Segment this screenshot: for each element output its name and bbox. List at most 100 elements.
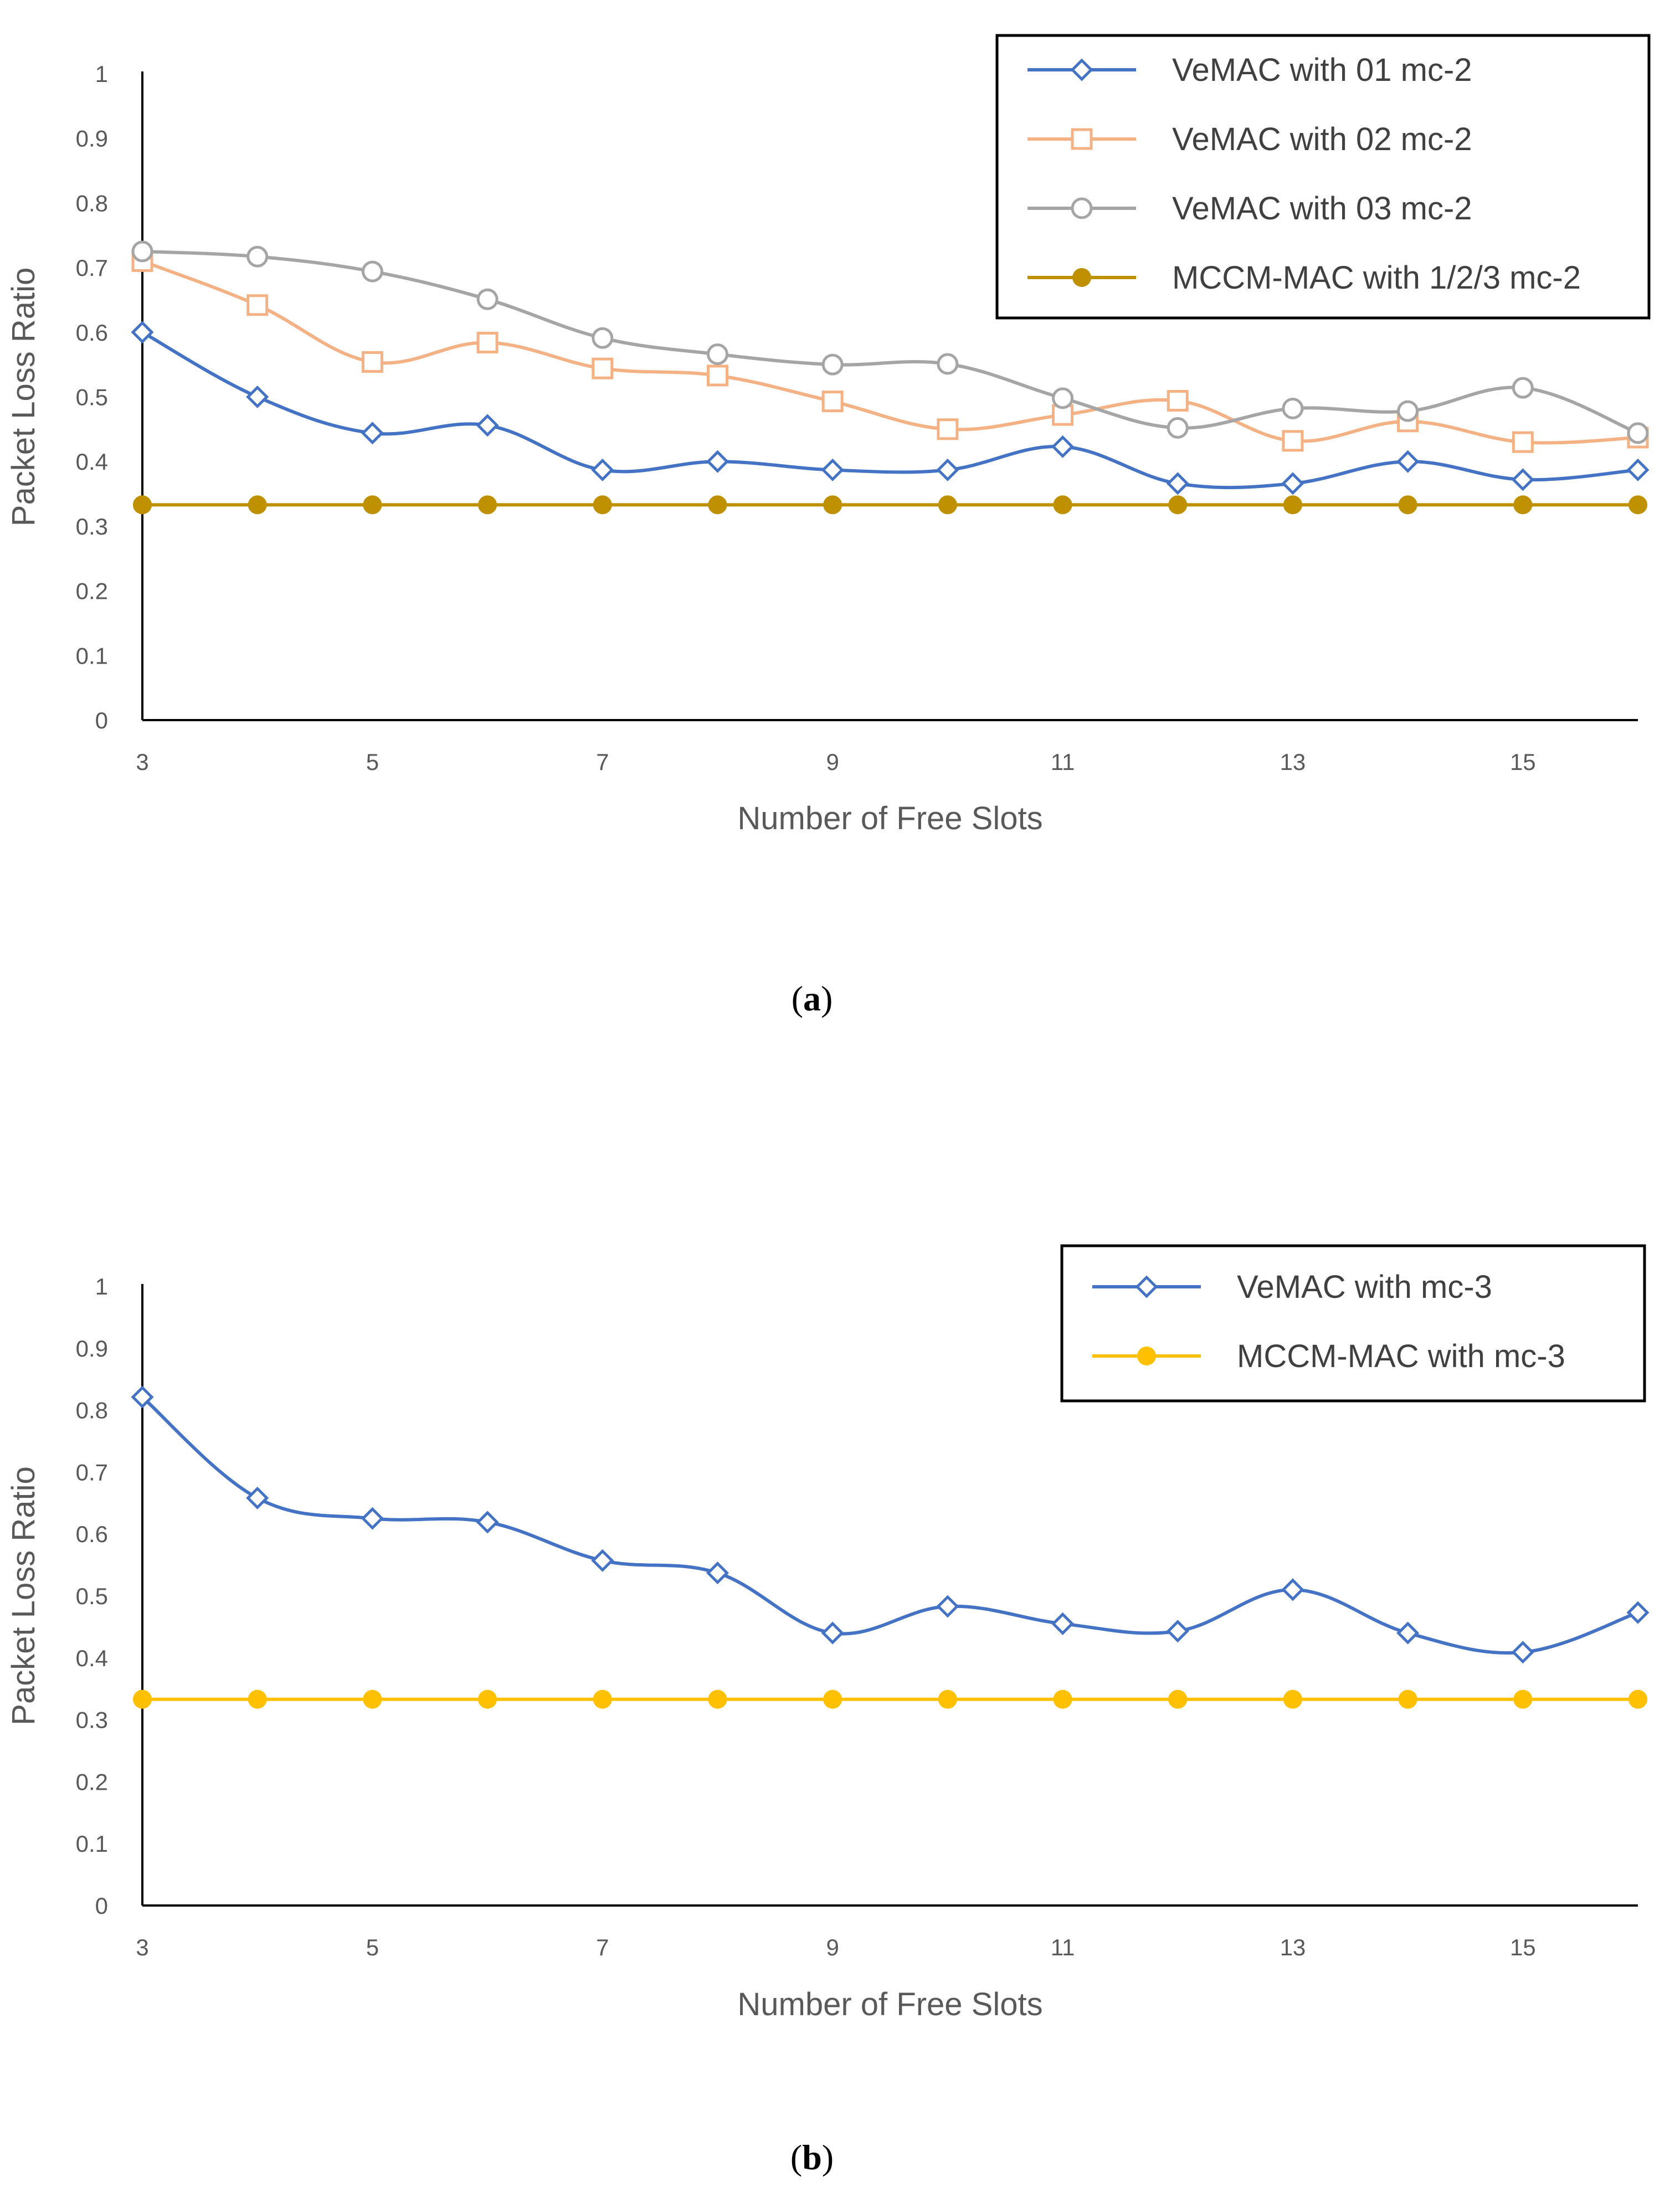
- panel-a-data-point-series-1: [706, 450, 729, 473]
- panel-a-data-point-series-3: [937, 353, 959, 375]
- panel-b-y-tick-label: 0.2: [76, 1769, 108, 1795]
- panel-a-y-tick-label: 0.5: [76, 384, 108, 410]
- panel-b-x-tick-label: 15: [1510, 1934, 1536, 1960]
- panel-a-legend-swatch-marker-4: [1072, 268, 1091, 287]
- panel-a-data-point-series-1: [1166, 472, 1189, 495]
- panel-a-data-point-series-1: [1051, 435, 1075, 458]
- panel-a-data-point-series-4: [133, 495, 152, 515]
- panel-a-data-point-series-4: [708, 495, 727, 515]
- panel-b-data-point-series-2: [478, 1689, 497, 1709]
- panel-a-x-axis-title: Number of Free Slots: [737, 800, 1042, 836]
- panel-a-data-point-series-3: [1397, 400, 1419, 422]
- panel-a-data-point-series-3: [1052, 387, 1074, 409]
- panel-a-data-point-series-4: [1168, 495, 1188, 515]
- panel-a-data-point-series-3: [1282, 398, 1304, 420]
- panel-b-y-tick-label: 0.1: [76, 1831, 108, 1857]
- panel-a-x-tick-label: 3: [136, 749, 148, 775]
- panel-b-data-point-series-1: [131, 1385, 154, 1409]
- panel-a-data-point-series-1: [1511, 468, 1534, 491]
- panel-a-data-point-series-3: [1627, 422, 1649, 444]
- panel-a-y-tick-label: 1: [95, 61, 108, 87]
- panel-b-data-point-series-2: [1168, 1689, 1188, 1709]
- panel-b-y-tick-label: 0.7: [76, 1459, 108, 1485]
- panel-a-data-point-series-1: [246, 385, 269, 409]
- panel-b-y-tick-label: 0.4: [76, 1645, 108, 1671]
- panel-a-data-point-series-2: [476, 331, 499, 353]
- panel-a-data-point-series-2: [706, 364, 728, 387]
- panel-b-data-point-series-1: [1281, 1578, 1304, 1601]
- panel-a-data-point-series-2: [246, 294, 269, 316]
- panel-a-data-point-series-4: [1398, 495, 1417, 515]
- panel-a-data-point-series-4: [1628, 495, 1647, 515]
- panel-a-data-point-series-3: [706, 343, 728, 365]
- panel-b-series-line-1: [141, 1395, 1638, 1655]
- panel-a-x-tick-label: 5: [366, 749, 379, 775]
- panel-a-y-tick-label: 0: [95, 707, 108, 733]
- panel-b-y-tick-label: 0.9: [76, 1336, 108, 1362]
- panel-b-data-point-series-1: [246, 1486, 269, 1509]
- panel-b-data-point-series-2: [823, 1689, 842, 1709]
- panel-a-y-tick-label: 0.7: [76, 255, 108, 281]
- panel-b-data-point-series-2: [1283, 1689, 1302, 1709]
- panel-a-legend-swatch-marker-2: [1071, 128, 1093, 150]
- panel-b-x-axis-title: Number of Free Slots: [737, 1986, 1042, 2022]
- panel-a-x-tick-label: 13: [1280, 749, 1306, 775]
- panel-b-y-tick-label: 0: [95, 1893, 108, 1919]
- panel-a-data-point-series-4: [1513, 495, 1533, 515]
- panel-a-data-point-series-2: [1167, 390, 1189, 412]
- panel-b-x-tick-label: 5: [366, 1934, 379, 1960]
- panel-b-y-tick-label: 0.8: [76, 1398, 108, 1424]
- panel-b-data-point-series-1: [1051, 1612, 1075, 1635]
- chart-panel-a: 00.10.20.30.40.50.60.70.80.913 5 7 9 11 13 15N…: [6, 34, 1651, 836]
- panel-b-x-tick-label: 11: [1051, 1934, 1075, 1960]
- chart-panel-b: 00.10.20.30.40.50.60.70.80.913 5 7 9 11 13 15N…: [6, 1244, 1650, 2022]
- panel-b-data-point-series-2: [1053, 1689, 1072, 1709]
- panel-a-data-point-series-3: [592, 327, 614, 349]
- panel-b-x-tick-label: 13: [1280, 1934, 1306, 1960]
- caption-a-close: ): [821, 979, 833, 1018]
- panel-b-data-point-series-1: [706, 1562, 729, 1585]
- panel-b-data-point-series-2: [1398, 1689, 1417, 1709]
- panel-b-data-point-series-1: [1626, 1601, 1650, 1624]
- panel-a-data-point-series-4: [1053, 495, 1072, 515]
- panel-a-y-tick-label: 0.2: [76, 578, 108, 604]
- panel-a-data-point-series-4: [248, 495, 267, 515]
- panel-a-y-tick-label: 0.6: [76, 320, 108, 346]
- panel-a-data-point-series-1: [131, 321, 154, 344]
- panel-b-legend-label-1: VeMAC with mc-3: [1237, 1269, 1492, 1305]
- panel-b-data-point-series-1: [936, 1595, 959, 1618]
- panel-a-data-point-series-1: [821, 458, 844, 481]
- panel-b-data-point-series-2: [363, 1689, 382, 1709]
- panel-a-data-point-series-4: [593, 495, 612, 515]
- panel-a-y-axis-title: Packet Loss Ratio: [6, 268, 42, 526]
- panel-a-legend-label-2: VeMAC with 02 mc-2: [1172, 121, 1472, 157]
- panel-a-x-tick-label: 11: [1051, 749, 1075, 775]
- panel-a-y-tick-label: 0.8: [76, 190, 108, 216]
- panel-a-data-point-series-1: [1281, 472, 1304, 495]
- panel-a-data-point-series-1: [591, 458, 614, 481]
- panel-b-data-point-series-1: [361, 1507, 384, 1530]
- caption-b-close: ): [822, 2138, 834, 2177]
- panel-a-data-point-series-3: [131, 240, 153, 263]
- panel-a-data-point-series-3: [476, 288, 499, 310]
- panel-a-data-point-series-1: [1396, 450, 1420, 473]
- panel-a-y-tick-label: 0.3: [76, 513, 108, 540]
- panel-a-data-point-series-3: [1512, 377, 1534, 399]
- panel-a-data-point-series-3: [246, 245, 269, 268]
- panel-b-data-point-series-2: [708, 1689, 727, 1709]
- panel-a-series-line-1: [141, 331, 1638, 490]
- panel-b-legend-swatch-marker-1: [1135, 1275, 1158, 1298]
- panel-a-data-point-series-4: [363, 495, 382, 515]
- panel-b-data-point-series-2: [1628, 1689, 1647, 1709]
- panel-a-legend-box: [995, 34, 1651, 320]
- panel-b-y-tick-label: 0.3: [76, 1707, 108, 1733]
- panel-a-data-point-series-1: [361, 422, 384, 445]
- panel-a-legend-swatch-marker-1: [1070, 58, 1093, 81]
- panel-b-data-point-series-1: [1396, 1621, 1420, 1645]
- panel-a-data-point-series-4: [823, 495, 842, 515]
- panel-b-legend-swatch-marker-2: [1137, 1347, 1156, 1365]
- panel-b-data-point-series-1: [476, 1511, 499, 1534]
- panel-b-data-point-series-2: [248, 1689, 267, 1709]
- panel-a-data-point-series-3: [1167, 417, 1189, 439]
- caption-b-letter: b: [802, 2138, 822, 2177]
